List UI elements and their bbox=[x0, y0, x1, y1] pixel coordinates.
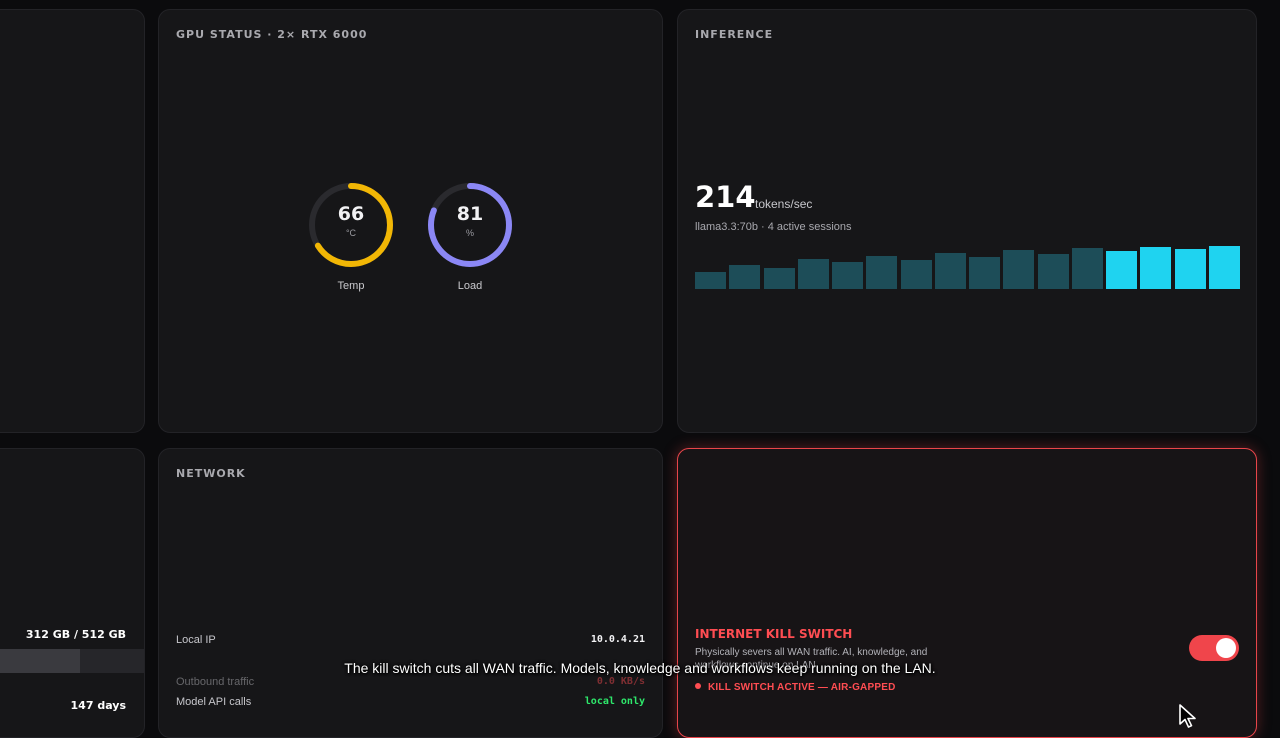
gpu-status-card: GPU STATUS · 2× RTX 6000 66 °C Temp 81 %… bbox=[158, 9, 663, 433]
throughput-bar-chart bbox=[695, 246, 1240, 289]
throughput-bar bbox=[1003, 250, 1035, 289]
temp-gauge: 66 °C Temp bbox=[306, 180, 396, 292]
tokens-per-sec-value: 214 bbox=[695, 180, 756, 214]
load-gauge: 81 % Load bbox=[425, 180, 515, 292]
status-dot-icon bbox=[695, 683, 701, 690]
subtitle-caption: The kill switch cuts all WAN traffic. Mo… bbox=[344, 660, 936, 676]
network-row-outbound: Outbound traffic 0.0 KB/s bbox=[176, 676, 645, 692]
inference-card-title: INFERENCE bbox=[695, 28, 774, 41]
load-label: Load bbox=[457, 280, 483, 292]
uptime-value: 147 days bbox=[70, 699, 126, 712]
local-ip-value: 10.0.4.21 bbox=[590, 634, 645, 645]
throughput-bar bbox=[1140, 247, 1172, 289]
outbound-traffic-value: 0.0 KB/s bbox=[596, 676, 645, 687]
throughput-bar bbox=[1174, 249, 1206, 289]
inference-card: INFERENCE 214 tokens/sec llama3.3:70b · … bbox=[677, 9, 1257, 433]
tokens-per-sec-unit: tokens/sec bbox=[755, 197, 813, 211]
throughput-bar bbox=[866, 255, 898, 289]
temp-gauge-ring bbox=[309, 183, 393, 267]
mouse-cursor-icon bbox=[1179, 704, 1196, 728]
load-gauge-arc bbox=[428, 183, 512, 267]
throughput-bar bbox=[832, 262, 864, 289]
toggle-knob bbox=[1216, 638, 1236, 658]
throughput-bar bbox=[900, 259, 932, 289]
temp-label: Temp bbox=[337, 280, 365, 292]
outbound-traffic-label: Outbound traffic bbox=[176, 676, 255, 688]
local-ip-label: Local IP bbox=[176, 634, 216, 646]
model-sessions-text: llama3.3:70b · 4 active sessions bbox=[695, 221, 852, 233]
throughput-bar bbox=[729, 265, 761, 289]
load-value: 81 bbox=[456, 203, 484, 225]
throughput-bar bbox=[1037, 253, 1069, 289]
kill-switch-card: INTERNET KILL SWITCH Physically severs a… bbox=[677, 448, 1257, 738]
throughput-bar bbox=[797, 258, 829, 289]
temp-value: 66 bbox=[337, 203, 365, 225]
load-gauge-ring bbox=[428, 183, 512, 267]
storage-card bbox=[0, 9, 145, 433]
system-card: 312 GB / 512 GB 147 days bbox=[0, 448, 145, 738]
throughput-bar bbox=[934, 252, 966, 289]
kill-switch-status-text: KILL SWITCH ACTIVE — AIR-GAPPED bbox=[708, 682, 896, 693]
api-calls-label: Model API calls bbox=[176, 696, 252, 708]
kill-switch-description: Physically severs all WAN traffic. AI, k… bbox=[695, 647, 928, 671]
storage-usage-text: 312 GB / 512 GB bbox=[25, 628, 126, 641]
throughput-bar bbox=[763, 268, 795, 289]
api-calls-value: local only bbox=[584, 696, 645, 707]
temp-gauge-arc bbox=[309, 183, 393, 267]
load-unit: % bbox=[465, 228, 474, 238]
temp-unit: °C bbox=[345, 228, 357, 238]
throughput-bar bbox=[1208, 246, 1240, 289]
throughput-bar bbox=[1071, 248, 1103, 289]
kill-switch-title: INTERNET KILL SWITCH bbox=[695, 627, 853, 641]
kill-switch-toggle[interactable] bbox=[1189, 635, 1239, 661]
throughput-bar bbox=[695, 271, 727, 289]
kill-switch-status: KILL SWITCH ACTIVE — AIR-GAPPED bbox=[695, 682, 896, 693]
gpu-card-title: GPU STATUS · 2× RTX 6000 bbox=[176, 28, 368, 41]
network-row-api-calls: Model API calls local only bbox=[176, 696, 645, 712]
network-card-title: NETWORK bbox=[176, 467, 246, 480]
network-card: NETWORK Local IP 10.0.4.21 Outbound traf… bbox=[158, 448, 663, 738]
throughput-bar bbox=[1106, 251, 1138, 289]
network-row-local-ip: Local IP 10.0.4.21 bbox=[176, 634, 645, 650]
storage-bar-fill bbox=[0, 649, 81, 673]
storage-bar bbox=[0, 649, 144, 673]
throughput-bar bbox=[969, 257, 1001, 289]
